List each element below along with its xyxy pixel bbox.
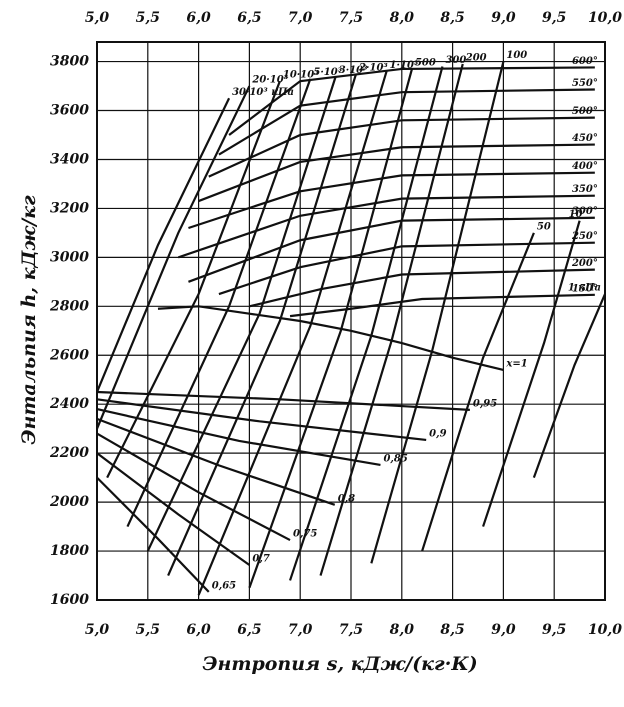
curve [370, 61, 505, 564]
curve [228, 66, 595, 136]
curve-label: 200° [571, 258, 598, 269]
curve [96, 432, 291, 542]
curve [96, 476, 210, 593]
curve-label: 3·10³ [339, 65, 368, 76]
x-tick-label-top: 10,0 [588, 10, 622, 26]
curve-label: 550° [572, 78, 598, 89]
curve-label: 150° [572, 283, 598, 294]
y-tick-label: 3800 [50, 54, 89, 70]
y-tick-label: 3000 [50, 249, 89, 265]
curve [96, 452, 251, 566]
curve [208, 116, 595, 178]
curve [96, 398, 427, 442]
curve-label: 20·10³ [251, 75, 288, 86]
x-tick-label-top: 7,5 [339, 10, 363, 26]
x-tick-label: 5,5 [136, 622, 160, 638]
curve-label: 0,65 [212, 580, 236, 591]
y-tick-label: 2200 [49, 445, 89, 461]
curve-label: 0,95 [473, 398, 497, 409]
x-tick-label: 5,0 [85, 622, 110, 638]
curve-label: 500 [415, 57, 436, 68]
curve [157, 305, 504, 372]
curve [177, 194, 595, 259]
y-tick-label: 1800 [50, 543, 89, 559]
curve [95, 85, 251, 430]
curve [167, 73, 358, 576]
curve [249, 268, 595, 308]
curve [218, 241, 595, 296]
y-axis-label: Энтальпия h, кДж/кг [18, 195, 40, 445]
curve [319, 63, 464, 576]
x-tick-label: 8,5 [440, 622, 464, 638]
curve-label: 30·10³ кПа [232, 87, 294, 98]
curve [96, 417, 336, 506]
curve-label: 0,8 [338, 493, 355, 504]
curve [197, 71, 388, 596]
x-tick-label: 9,0 [491, 622, 516, 638]
curve-label: 5·10³ [313, 67, 342, 78]
x-tick-label: 10,0 [588, 622, 622, 638]
x-tick-label-top: 5,0 [85, 10, 110, 26]
curve [248, 68, 414, 589]
x-tick-label-top: 9,0 [491, 10, 516, 26]
x-tick-label-top: 6,0 [186, 10, 211, 26]
curve-label: x=1 [505, 358, 527, 369]
curve [95, 97, 231, 393]
curve [188, 171, 595, 230]
curve-label: 300° [572, 206, 598, 217]
curve-label: 10 [569, 209, 583, 220]
y-tick-label: 1600 [50, 592, 89, 608]
curve [288, 66, 444, 581]
x-tick-label-top: 5,5 [136, 10, 160, 26]
curve-label: 100 [506, 50, 527, 61]
x-tick-label-top: 9,5 [542, 10, 566, 26]
curve [126, 78, 312, 528]
curve-label: 1·10³ [390, 60, 419, 71]
y-tick-label: 3400 [50, 151, 89, 167]
curve-label: 200 [465, 53, 487, 64]
x-tick-label-top: 6,5 [237, 10, 261, 26]
x-tick-label: 6,0 [186, 622, 211, 638]
y-tick-label: 2000 [49, 494, 89, 510]
x-tick-label-top: 7,0 [288, 10, 313, 26]
curve-label: 400° [572, 161, 598, 172]
x-tick-label: 7,0 [288, 622, 313, 638]
x-tick-label-top: 8,0 [390, 10, 415, 26]
y-tick-label: 2800 [49, 298, 89, 314]
curve-label: 600° [572, 56, 598, 67]
curve-label: 2·10³ [358, 62, 388, 73]
y-tick-label: 2600 [49, 347, 89, 363]
curve [421, 232, 535, 552]
x-tick-label: 6,5 [237, 622, 261, 638]
curve [532, 293, 607, 479]
curve-label: 0,85 [383, 453, 407, 464]
x-axis-label: Энтропия s, кДж/(кг·К) [202, 653, 477, 675]
curve-label: 10·10³ [283, 70, 319, 81]
curve [198, 143, 595, 203]
curve-label: 0,7 [252, 554, 269, 565]
curve [96, 408, 381, 466]
curve-label: 350° [572, 184, 598, 195]
curve-label: 250° [571, 231, 598, 242]
y-tick-label: 2400 [49, 396, 89, 412]
curve [218, 88, 595, 156]
y-tick-label: 3600 [50, 103, 89, 119]
curve-label: 0,9 [429, 428, 446, 439]
curve-label: 500° [572, 106, 598, 117]
curve [146, 75, 337, 552]
x-tick-label: 9,5 [542, 622, 566, 638]
curve [482, 220, 581, 527]
x-tick-label: 8,0 [390, 622, 415, 638]
x-tick-label-top: 8,5 [440, 10, 464, 26]
curve-label: 450° [572, 133, 598, 144]
curve-label: 1 кПа [568, 283, 601, 294]
curve-label: 300 [445, 55, 466, 66]
y-tick-label: 3200 [50, 200, 89, 216]
curve-label: 50 [537, 221, 551, 232]
curve [106, 80, 281, 479]
x-tick-label: 7,5 [339, 622, 363, 638]
